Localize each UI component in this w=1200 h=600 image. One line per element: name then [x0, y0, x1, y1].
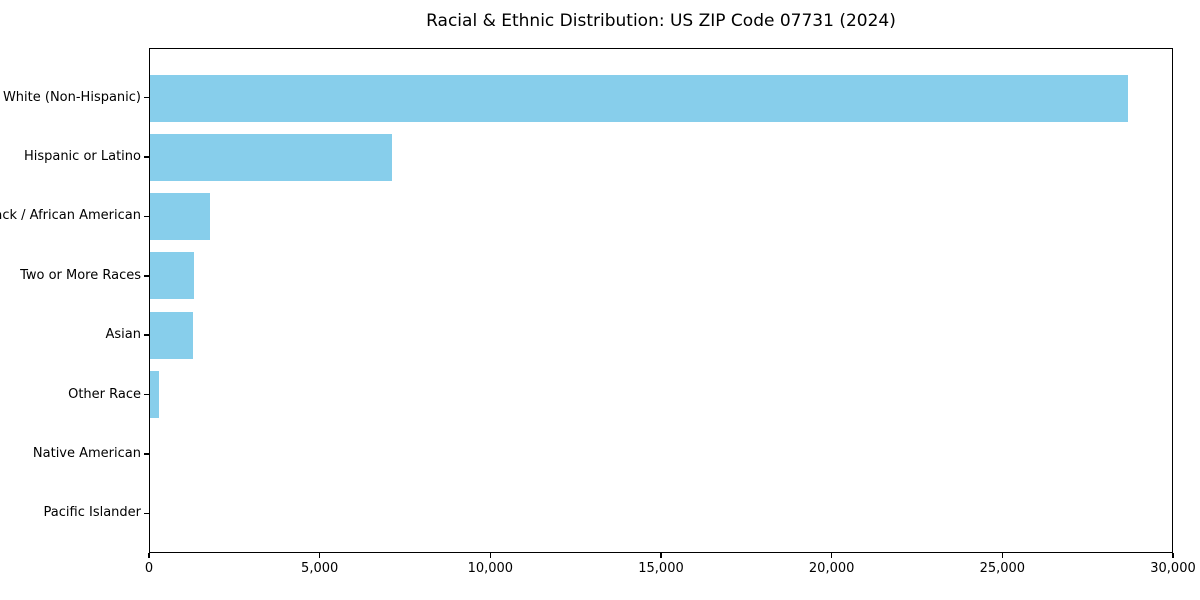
plot-area: [149, 48, 1173, 553]
y-axis-label: Asian: [105, 327, 141, 343]
bar-row: [150, 69, 1172, 128]
x-tick-label: 20,000: [808, 561, 855, 576]
x-tick: [660, 553, 662, 558]
y-axis-label: Pacific Islander: [43, 505, 141, 521]
y-axis-label: White (Non-Hispanic): [2, 89, 141, 105]
y-tick: [144, 334, 149, 336]
bar-row: [150, 424, 1172, 483]
chart-title: Racial & Ethnic Distribution: US ZIP Cod…: [426, 11, 896, 31]
x-tick-label: 5,000: [301, 561, 339, 576]
bar-hispanic-or-latino: [150, 134, 392, 182]
y-tick: [144, 96, 149, 99]
x-tick-label: 30,000: [1150, 561, 1196, 576]
bar-row: [150, 128, 1172, 187]
bars-container: [150, 49, 1172, 552]
x-tick: [830, 553, 833, 558]
y-tick: [144, 275, 149, 277]
x-tick-label: 0: [144, 561, 154, 576]
x-tick: [1172, 553, 1174, 558]
y-tick: [144, 156, 149, 158]
y-axis-label: Two or More Races: [20, 267, 141, 283]
x-tick: [318, 553, 321, 558]
y-axis-label: Native American: [32, 445, 141, 461]
y-tick: [144, 393, 149, 396]
x-tick: [1001, 553, 1004, 558]
x-tick-label: 10,000: [467, 561, 514, 576]
bar-other-race: [150, 370, 159, 418]
y-tick: [144, 512, 149, 515]
bar-row: [150, 365, 1172, 424]
x-tick: [489, 553, 492, 558]
y-tick: [144, 453, 149, 455]
bar-row: [150, 483, 1172, 542]
bar-row: [150, 187, 1172, 246]
y-axis-label: Hispanic or Latino: [23, 149, 141, 165]
x-tick: [148, 553, 150, 558]
bar-row: [150, 306, 1172, 365]
y-tick: [144, 215, 149, 218]
bar-white-non-hispanic: [150, 75, 1128, 123]
bar-two-or-more-races: [150, 252, 195, 300]
bar-black-african-american: [150, 193, 210, 241]
bar-row: [150, 246, 1172, 305]
x-tick-label: 15,000: [638, 561, 684, 576]
bar-asian: [150, 311, 193, 359]
y-axis-label: Black / African American: [0, 208, 141, 224]
y-axis-label: Other Race: [68, 386, 141, 402]
x-tick-label: 25,000: [979, 561, 1026, 576]
